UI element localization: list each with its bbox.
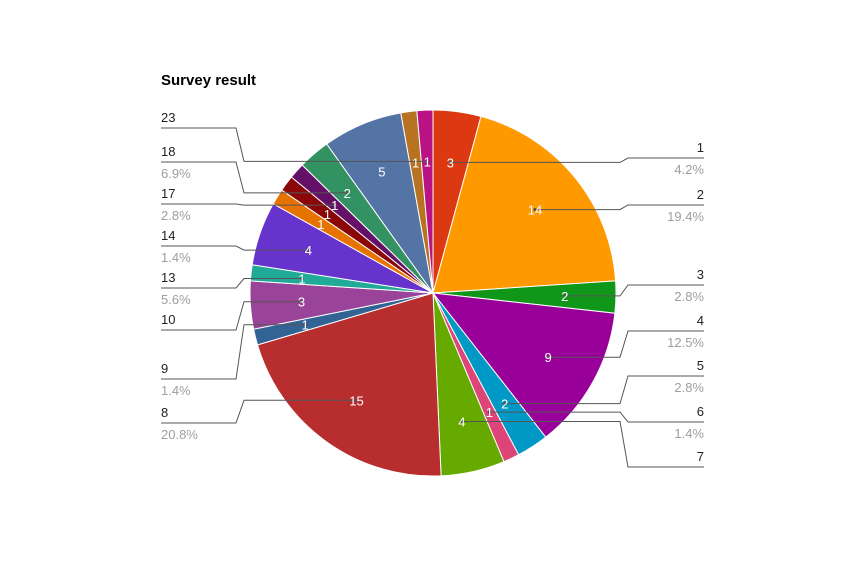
percent-label-18: 6.9% <box>161 166 191 181</box>
leader-dot-8 <box>354 398 359 402</box>
slice-value-label-3: 2 <box>561 289 568 304</box>
pie-slice-23 <box>416 109 434 294</box>
leader-dot-14 <box>306 248 310 252</box>
leader-line-23 <box>161 127 428 162</box>
slice-value-label-10: 3 <box>298 295 305 310</box>
leader-line-1 <box>450 157 704 163</box>
category-label-23: 23 <box>161 110 175 125</box>
slice-value-label-15: 1 <box>317 217 324 232</box>
leader-dot-7 <box>460 419 464 424</box>
leader-line-18 <box>161 161 348 194</box>
leader-dot-10 <box>299 300 304 304</box>
leader-line-4 <box>548 330 704 358</box>
category-label-5: 5 <box>697 358 704 373</box>
percent-label-17: 2.8% <box>161 208 191 223</box>
leader-dot-6 <box>487 410 491 414</box>
pie-slice-4 <box>431 292 616 438</box>
leader-dot-5 <box>503 402 507 406</box>
pie-slice-8 <box>256 292 442 477</box>
percent-label-8: 20.8% <box>161 427 198 442</box>
category-label-9: 9 <box>161 361 168 376</box>
category-label-13: 13 <box>161 270 175 285</box>
slice-value-label-17: 1 <box>331 198 338 213</box>
pie-slices <box>249 109 617 477</box>
leader-line-7 <box>461 421 704 468</box>
leader-dot-1 <box>448 160 452 164</box>
leader-line-6 <box>489 411 704 423</box>
outside-labels: 14.2%219.4%32.8%412.5%52.8%61.4%723186.9… <box>161 110 704 464</box>
leader-dot-18 <box>345 191 349 195</box>
category-label-2: 2 <box>697 187 704 202</box>
leader-line-8 <box>161 399 357 424</box>
leader-dot-3 <box>563 294 567 298</box>
leader-line-9 <box>161 324 306 380</box>
leader-line-3 <box>564 284 704 297</box>
percent-label-4: 12.5% <box>667 335 704 350</box>
slice-value-label-16: 1 <box>324 207 331 222</box>
leader-dot-2 <box>533 208 537 212</box>
category-label-17: 17 <box>161 186 175 201</box>
leader-line-14 <box>161 245 309 251</box>
slice-value-label-13: 1 <box>298 272 305 287</box>
slice-value-label-7: 4 <box>458 415 465 430</box>
slice-value-label-14: 4 <box>305 243 312 258</box>
percent-label-3: 2.8% <box>674 289 704 304</box>
slice-value-label-21: 5 <box>378 165 385 180</box>
percent-label-2: 19.4% <box>667 209 704 224</box>
slice-value-label-9: 1 <box>301 318 308 333</box>
percent-label-14: 1.4% <box>161 250 191 265</box>
slice-value-label-22: 1 <box>412 155 419 170</box>
leader-dot-9 <box>303 323 307 327</box>
leader-dot-4 <box>546 355 550 359</box>
leader-line-2 <box>535 204 704 211</box>
category-label-10: 10 <box>161 312 175 327</box>
slice-value-label-1: 3 <box>447 155 454 170</box>
leader-line-10 <box>161 301 302 331</box>
slice-value-label-8: 15 <box>349 393 363 408</box>
category-label-7: 7 <box>697 449 704 464</box>
slice-value-label-18: 2 <box>344 186 351 201</box>
category-label-18: 18 <box>161 144 175 159</box>
leader-line-13 <box>161 278 302 289</box>
leader-lines <box>161 127 704 468</box>
leader-line-5 <box>504 375 704 405</box>
chart-title: Survey result <box>161 72 256 89</box>
slice-value-label-2: 14 <box>528 203 542 218</box>
slice-value-label-5: 2 <box>501 397 508 412</box>
percent-label-13: 5.6% <box>161 292 191 307</box>
category-label-8: 8 <box>161 405 168 420</box>
slice-value-label-4: 9 <box>544 350 551 365</box>
category-label-4: 4 <box>697 313 704 328</box>
leader-dot-13 <box>300 276 304 281</box>
percent-label-6: 1.4% <box>674 426 704 441</box>
slice-value-label-23: 1 <box>424 154 431 169</box>
category-label-6: 6 <box>697 404 704 419</box>
leader-line-17 <box>161 203 335 206</box>
leader-dot-23 <box>425 159 429 163</box>
category-label-14: 14 <box>161 228 175 243</box>
percent-label-1: 4.2% <box>674 162 704 177</box>
percent-label-5: 2.8% <box>674 380 704 395</box>
percent-label-9: 1.4% <box>161 383 191 398</box>
slice-value-label-6: 1 <box>486 405 493 420</box>
pie-slice-2 <box>432 115 617 294</box>
category-label-1: 1 <box>697 140 704 155</box>
leader-dot-17 <box>333 203 337 207</box>
category-label-3: 3 <box>697 267 704 282</box>
